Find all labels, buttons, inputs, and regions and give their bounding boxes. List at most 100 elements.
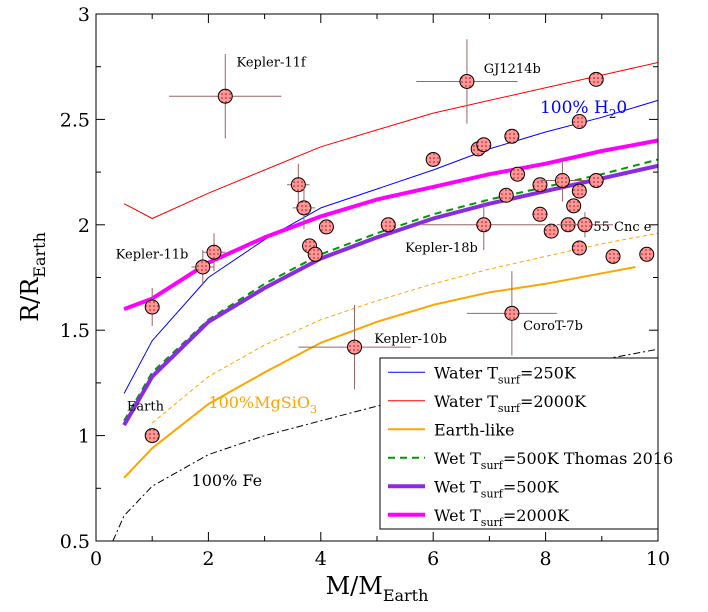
- x-tick-label: 10: [646, 548, 670, 570]
- series-line-2: [123, 266, 636, 479]
- annotation-kepler-11b: Kepler-11b: [116, 248, 189, 263]
- planet-point: [425, 151, 441, 167]
- planet-marker: [504, 128, 520, 144]
- axis-labels: M/MEarth R/REarth: [16, 232, 428, 605]
- planet-point: [476, 137, 492, 153]
- legend-label: Wet Tsurf=2000K: [434, 506, 570, 529]
- x-tick-label: 4: [315, 548, 327, 570]
- planet-marker: [554, 173, 570, 189]
- legend-label-main: Water T: [434, 392, 498, 411]
- planet-point: [639, 246, 655, 262]
- x-tick-label: 8: [540, 548, 552, 570]
- legend-label-tail: =2000K: [503, 506, 570, 525]
- planet-point: [191, 250, 215, 284]
- legend-label-main: Wet T: [434, 449, 481, 468]
- planet-marker: [510, 166, 525, 182]
- planet-marker: [476, 217, 492, 233]
- x-axis-label: M/MEarth: [326, 572, 429, 605]
- x-tick-label: 6: [427, 548, 439, 570]
- planet-point: [421, 199, 546, 251]
- planet-point: [571, 114, 587, 130]
- label-label_h2o-sub: 2: [609, 107, 617, 121]
- planet-marker: [571, 114, 587, 130]
- legend-label: Wet Tsurf=500K Thomas 2016: [434, 449, 673, 472]
- planet-point: [144, 288, 160, 326]
- planet-point: [307, 246, 323, 262]
- legend-label-sub: surf: [481, 516, 504, 529]
- planet-marker: [206, 244, 222, 260]
- planet-marker: [588, 71, 604, 87]
- series-line-5: [123, 138, 658, 311]
- planet-marker: [504, 305, 520, 321]
- planet-point: [416, 39, 518, 124]
- planet-marker: [566, 198, 582, 214]
- y-axis-label: R/REarth: [16, 232, 49, 322]
- planet-point: [510, 166, 525, 182]
- planet-marker: [532, 206, 548, 222]
- label-label_h2o: 100% H20: [540, 98, 627, 121]
- legend-label: Water Tsurf=250K: [434, 363, 577, 386]
- x-tick-label: 2: [202, 548, 214, 570]
- planet-point: [532, 177, 548, 193]
- planet-point: [539, 159, 585, 202]
- planet-point: [571, 183, 587, 199]
- planet-marker: [476, 137, 492, 153]
- planet-point: [588, 71, 604, 87]
- planet-point: [571, 240, 587, 256]
- planet-point: [566, 198, 582, 214]
- label-label_h2o-main: 100% H: [540, 98, 609, 118]
- planet-point: [298, 304, 411, 390]
- series-line-1: [123, 62, 658, 219]
- planet-marker: [498, 187, 514, 203]
- annotation-corot-7b: CoroT-7b: [523, 319, 583, 334]
- planet-marker: [425, 151, 441, 167]
- legend-label: Water Tsurf=2000K: [434, 392, 587, 415]
- legend-label-sub: surf: [481, 487, 504, 500]
- planet-point: [380, 217, 396, 233]
- planet-point: [532, 206, 548, 222]
- planet-point: [588, 173, 604, 189]
- planet-marker: [571, 240, 587, 256]
- legend-box: [379, 357, 659, 530]
- series-line-0: [123, 99, 658, 394]
- planet-point: [605, 248, 621, 264]
- planet-marker: [380, 217, 396, 233]
- planet-marker: [195, 259, 211, 275]
- legend-label-tail: =250K: [520, 363, 577, 382]
- planet-marker: [577, 217, 593, 233]
- planet-marker: [307, 246, 323, 262]
- planet-point: [466, 271, 557, 356]
- legend-label-sub: surf: [481, 459, 504, 472]
- annotation-kepler-18b: Kepler-18b: [405, 241, 478, 256]
- label-label_mgsio3: 100%MgSiO3: [208, 393, 317, 416]
- planet-marker: [144, 428, 160, 444]
- planet-marker: [296, 200, 312, 216]
- label-label_mgsio3-sub: 3: [310, 403, 317, 416]
- x-tick-label: 0: [90, 548, 102, 570]
- annotation-earth: Earth: [127, 399, 165, 414]
- label-label_h2o-tail: 0: [616, 98, 627, 118]
- legend-label-main: Earth-like: [434, 420, 514, 439]
- planet-point: [144, 428, 160, 444]
- y-tick-label: 2: [78, 215, 90, 237]
- planet-marker: [217, 88, 233, 104]
- legend-label-main: Water T: [434, 363, 498, 382]
- planet-annotations: Kepler-11f GJ1214b Kepler-11b Kepler-18b 55 …: [116, 56, 652, 490]
- planet-point: [556, 212, 614, 238]
- planet-marker: [347, 339, 363, 355]
- label-label_mgsio3-main: 100%MgSiO: [208, 393, 310, 412]
- reference-line-0: [151, 232, 658, 424]
- legend-label: Wet Tsurf=500K: [434, 477, 560, 500]
- annotation-kepler-10b: Kepler-10b: [374, 332, 447, 347]
- legend-label-tail: =500K: [503, 477, 560, 496]
- legend-label-tail: =500K Thomas 2016: [503, 449, 673, 468]
- y-tick-label: 3: [78, 4, 90, 26]
- planet-marker: [532, 177, 548, 193]
- planet-marker: [605, 248, 621, 264]
- y-tick-label: 2.5: [60, 109, 90, 131]
- planet-point: [169, 54, 282, 139]
- planet-marker: [571, 183, 587, 199]
- observed-planets: [144, 39, 655, 444]
- planet-marker: [459, 73, 475, 89]
